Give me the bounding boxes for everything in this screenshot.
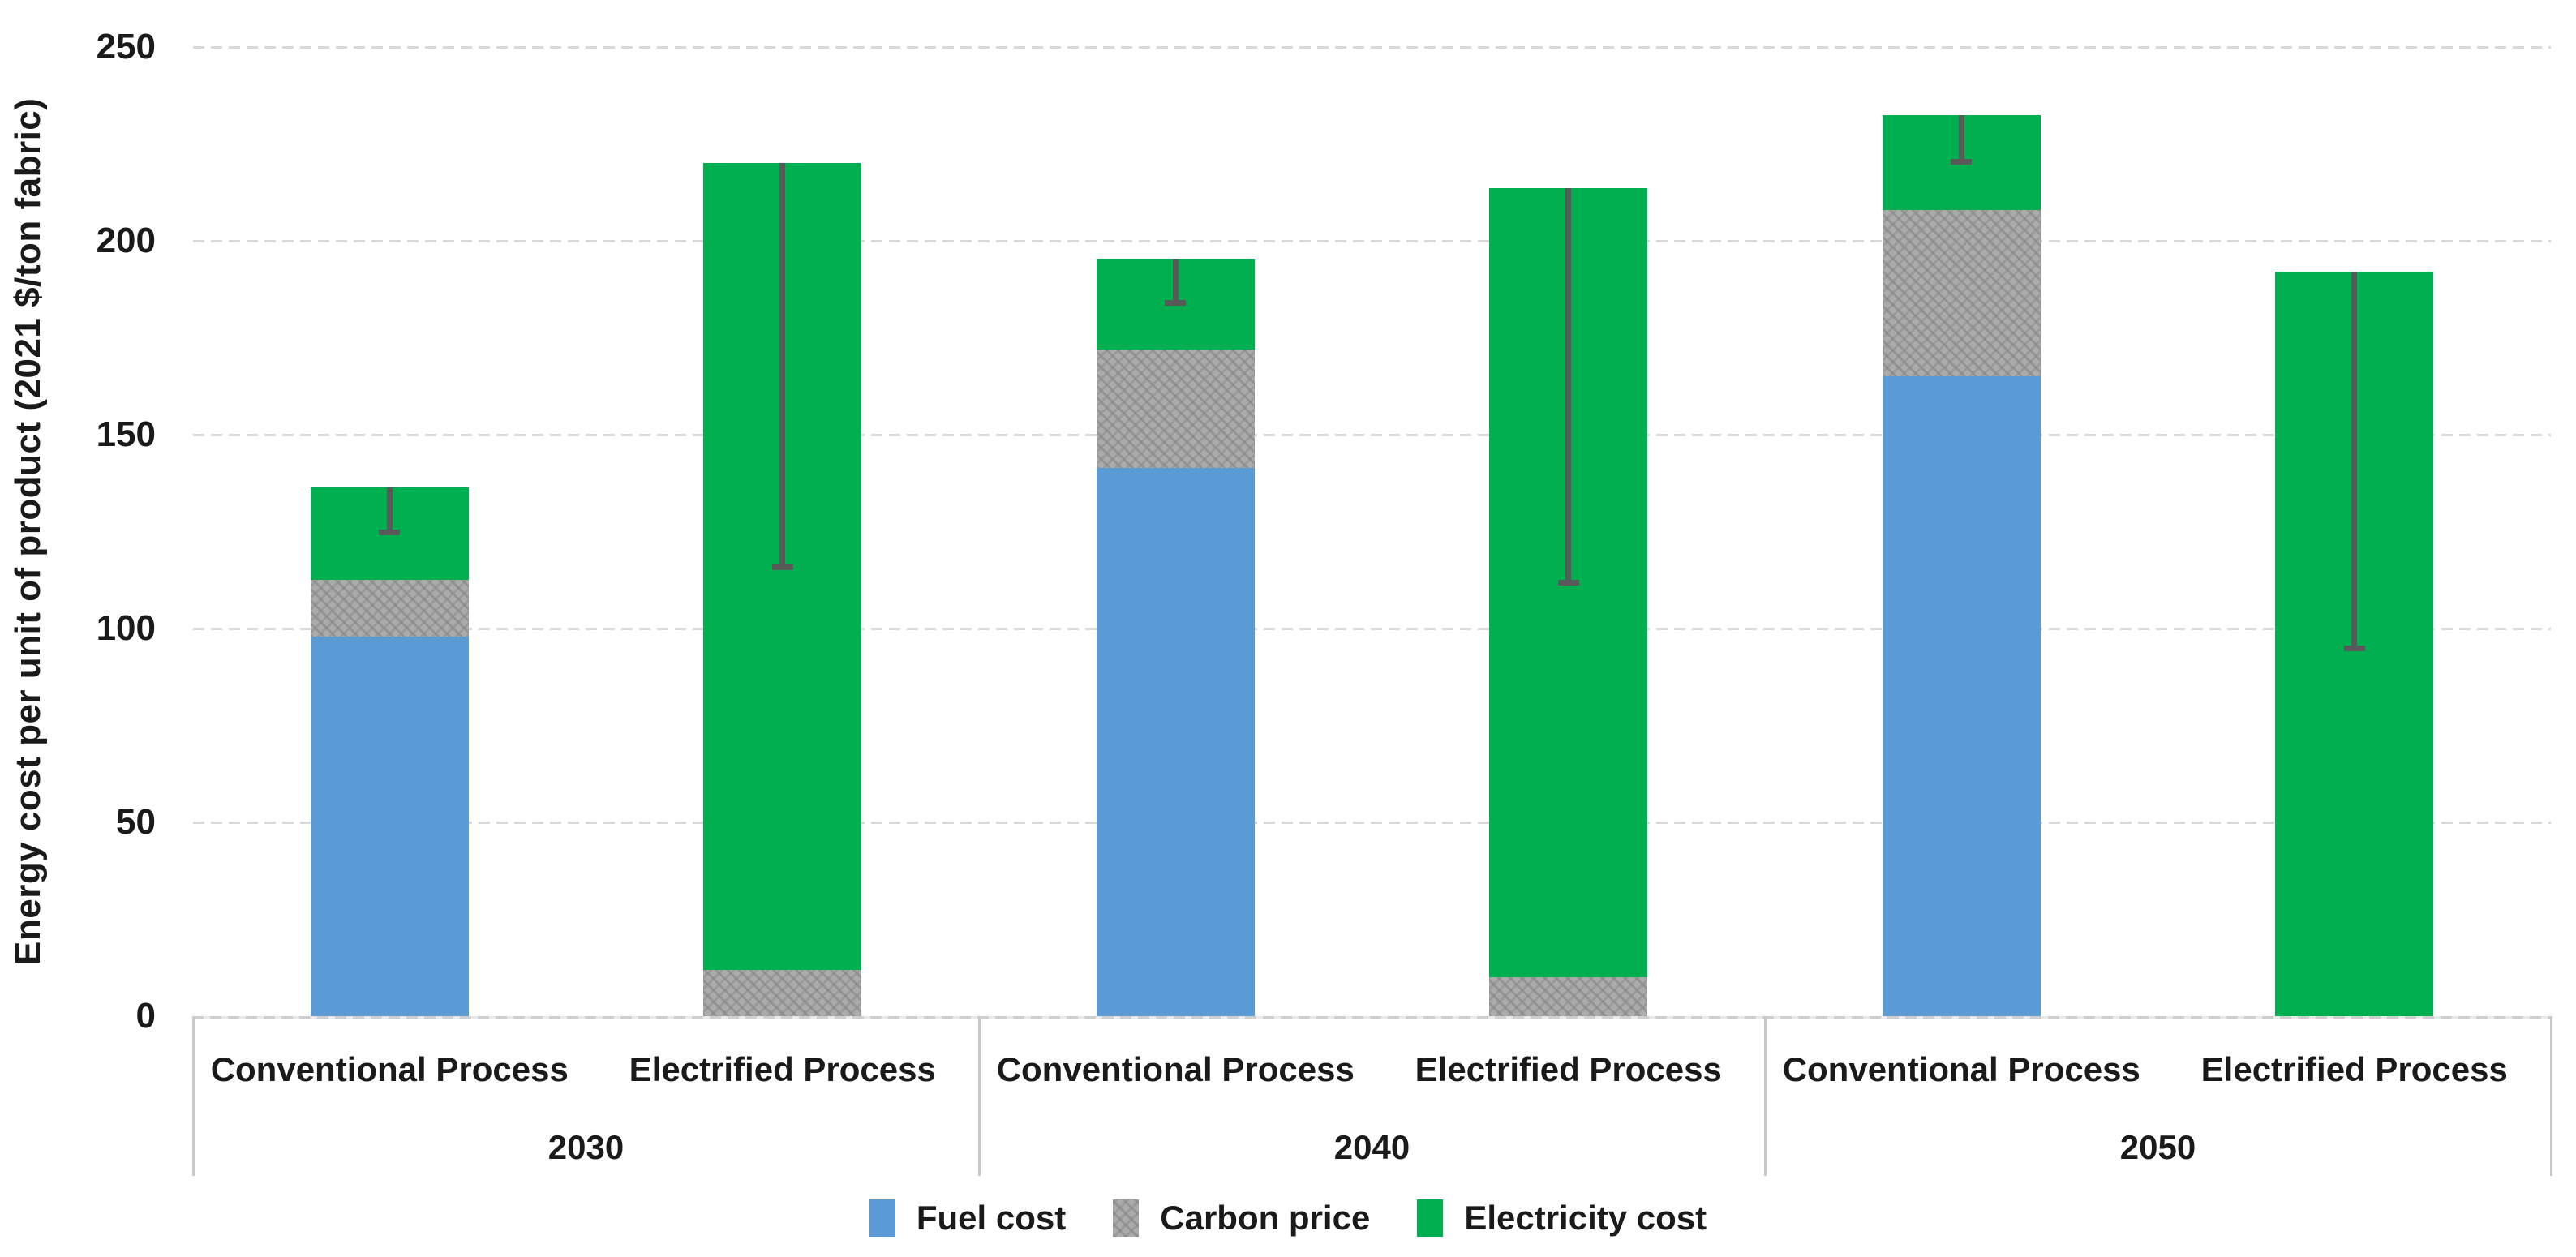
error-bar: [1958, 114, 1964, 161]
legend-marker-fuel-cost: [869, 1199, 895, 1237]
y-tick-label: 200: [96, 221, 156, 260]
bar-segment-carbon-price: [703, 969, 862, 1016]
year-label: 2030: [547, 1128, 625, 1166]
legend: Fuel cost Carbon price Electricity cost: [0, 1199, 2576, 1238]
error-bar-cap: [379, 529, 401, 535]
error-bar-cap: [2343, 645, 2365, 651]
category-label: Conventional Process: [996, 1050, 1355, 1088]
bar-segment-carbon-price: [1882, 209, 2041, 377]
legend-item: Electricity cost: [1417, 1199, 1707, 1238]
y-axis-title: Energy cost per unit of product (2021 $/…: [8, 97, 48, 966]
year-label: 2040: [1333, 1128, 1410, 1166]
y-tick-label: 0: [135, 996, 156, 1036]
y-tick-label: 250: [96, 27, 156, 66]
error-bar-cap: [1165, 300, 1187, 307]
axis-divider: [1764, 1016, 1767, 1176]
error-bar: [1172, 258, 1179, 303]
y-tick-label: 150: [96, 414, 156, 454]
error-bar-cap: [771, 564, 793, 570]
gridline: [193, 434, 2551, 436]
gridline: [193, 46, 2551, 49]
bar-segment-fuel-cost: [1882, 376, 2041, 1016]
legend-label: Carbon price: [1160, 1199, 1371, 1237]
error-bar: [779, 163, 786, 567]
error-bar: [2351, 272, 2358, 648]
legend-marker-electricity-cost: [1417, 1199, 1444, 1237]
x-axis-line: [192, 1016, 2552, 1019]
error-bar: [386, 487, 393, 532]
legend-marker-carbon-price: [1113, 1199, 1140, 1237]
y-tick-label: 100: [96, 608, 156, 648]
error-bar-cap: [1557, 579, 1579, 586]
axis-divider: [192, 1016, 195, 1176]
category-label: Electrified Process: [1415, 1050, 1722, 1088]
legend-item: Fuel cost: [869, 1199, 1066, 1238]
category-label: Conventional Process: [210, 1050, 569, 1088]
legend-label: Fuel cost: [916, 1199, 1067, 1237]
error-bar: [1565, 188, 1572, 582]
bar-segment-carbon-price: [310, 580, 469, 637]
category-label: Electrified Process: [2200, 1050, 2508, 1088]
y-tick-label: 50: [116, 802, 156, 842]
category-label: Electrified Process: [629, 1050, 936, 1088]
year-label: 2050: [2119, 1128, 2196, 1166]
gridline: [193, 628, 2551, 630]
gridline: [193, 240, 2551, 242]
bar-segment-fuel-cost: [310, 636, 469, 1016]
axis-divider: [978, 1016, 981, 1176]
error-bar-cap: [1951, 159, 1973, 165]
legend-label: Electricity cost: [1464, 1199, 1707, 1237]
bar-segment-carbon-price: [1096, 349, 1255, 468]
category-label: Conventional Process: [1782, 1050, 2140, 1088]
bar-segment-fuel-cost: [1096, 467, 1255, 1016]
gridline: [193, 822, 2551, 824]
axis-divider: [2550, 1016, 2552, 1176]
legend-item: Carbon price: [1113, 1199, 1370, 1238]
bar-segment-carbon-price: [1489, 977, 1648, 1016]
